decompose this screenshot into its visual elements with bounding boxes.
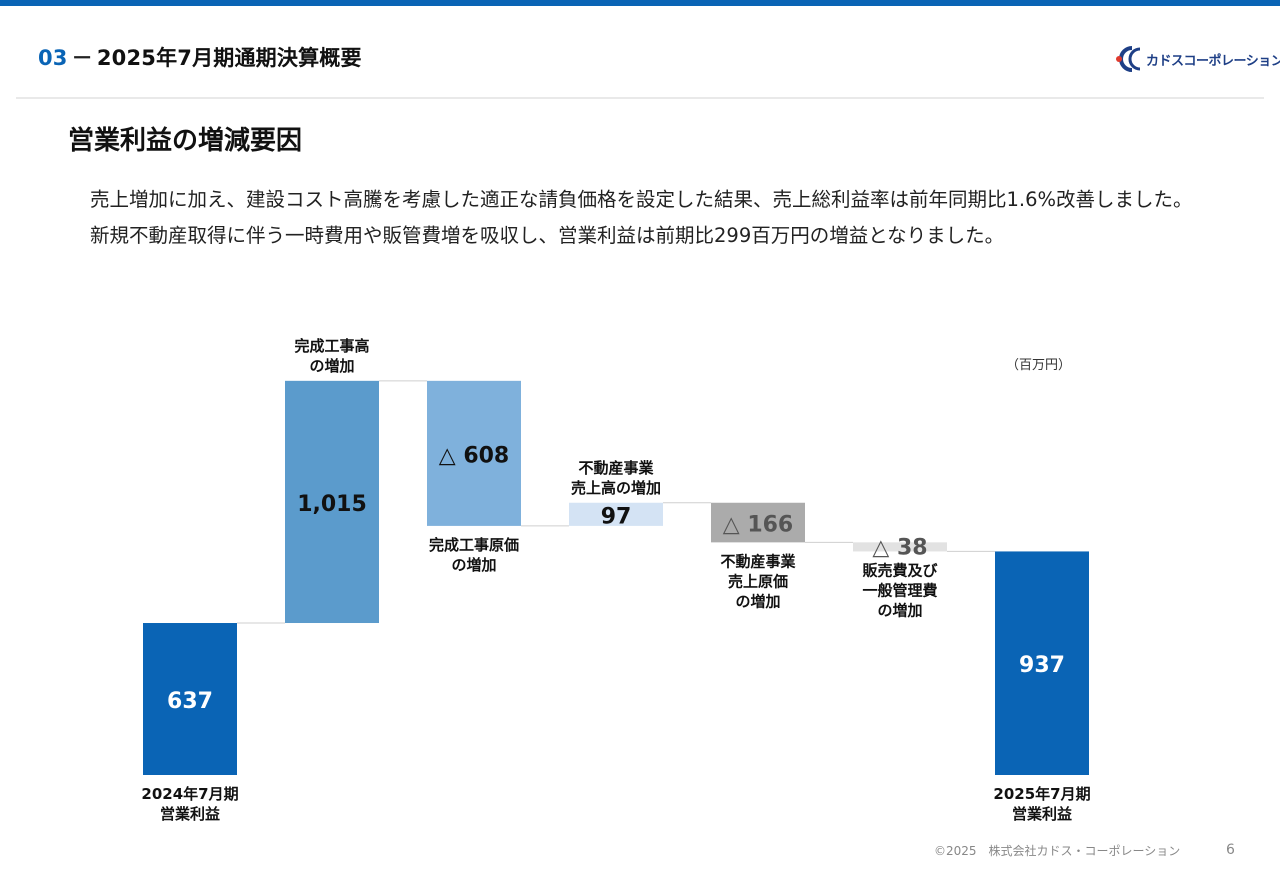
bar-caption-line: 不動産事業	[578, 459, 654, 477]
bar-6	[853, 542, 947, 552]
header-dash: －	[71, 46, 93, 70]
logo-mark-icon	[1116, 46, 1141, 72]
bar-caption-line: の増加	[877, 601, 922, 619]
bar-caption-line: 2024年7月期	[141, 785, 238, 803]
bar-value-label: △ 38	[872, 535, 927, 560]
bar-value-label: △ 608	[439, 443, 510, 468]
company-logo: カドスコーポレーション	[1110, 44, 1280, 74]
bar-caption-line: の増加	[451, 556, 496, 574]
page-number: 6	[1226, 842, 1235, 858]
description: 売上増加に加え、建設コスト高騰を考慮した適正な請負価格を設定した結果、売上総利益…	[68, 182, 1228, 254]
header-divider	[16, 97, 1264, 99]
bar-4	[569, 502, 663, 526]
bar-2	[285, 380, 379, 624]
copyright: ©2025 株式会社カドス・コーポレーション	[934, 844, 1181, 858]
bar-5	[711, 502, 805, 543]
bar-caption-line: 営業利益	[160, 805, 220, 823]
paragraph-1: 売上増加に加え、建設コスト高騰を考慮した適正な請負価格を設定した結果、売上総利益…	[90, 188, 1193, 211]
logo-text: カドスコーポレーション	[1146, 54, 1280, 69]
section-title: 営業利益の増減要因	[68, 126, 303, 156]
header-title: 2025年7月期通期決算概要	[96, 46, 362, 70]
bar-caption-line: 2025年7月期	[993, 785, 1090, 803]
bar-caption-line: 不動産事業	[720, 552, 796, 570]
bar-caption-line: の増加	[309, 357, 354, 375]
bar-7	[995, 551, 1089, 775]
section-number: 03	[38, 46, 68, 70]
bar-caption-line: 販売費及び	[862, 561, 937, 579]
paragraph-2: 新規不動産取得に伴う一時費用や販管費増を吸収し、営業利益は前期比299百万円の増…	[90, 224, 1005, 247]
unit-label: （百万円）	[1006, 358, 1072, 373]
bar-1	[143, 623, 237, 775]
bar-value-label: 637	[167, 689, 213, 714]
top-accent-bar	[0, 0, 1280, 6]
bar-caption-line: 一般管理費	[862, 581, 937, 599]
page-header: 03 － 2025年7月期通期決算概要	[38, 42, 362, 72]
bar-value-label: 937	[1019, 653, 1065, 678]
bar-caption-line: 完成工事高	[294, 337, 369, 355]
bar-caption-line: 売上高の増加	[571, 479, 661, 497]
bar-value-label: 97	[601, 504, 632, 529]
bar-caption-line: 売上原価	[728, 572, 788, 590]
bar-3	[427, 380, 521, 526]
bar-caption-line: 営業利益	[1012, 805, 1072, 823]
bar-value-label: △ 166	[723, 513, 794, 538]
bar-caption-line: の増加	[735, 592, 780, 610]
bar-value-label: 1,015	[297, 492, 367, 517]
bar-caption-line: 完成工事原価	[429, 536, 519, 554]
